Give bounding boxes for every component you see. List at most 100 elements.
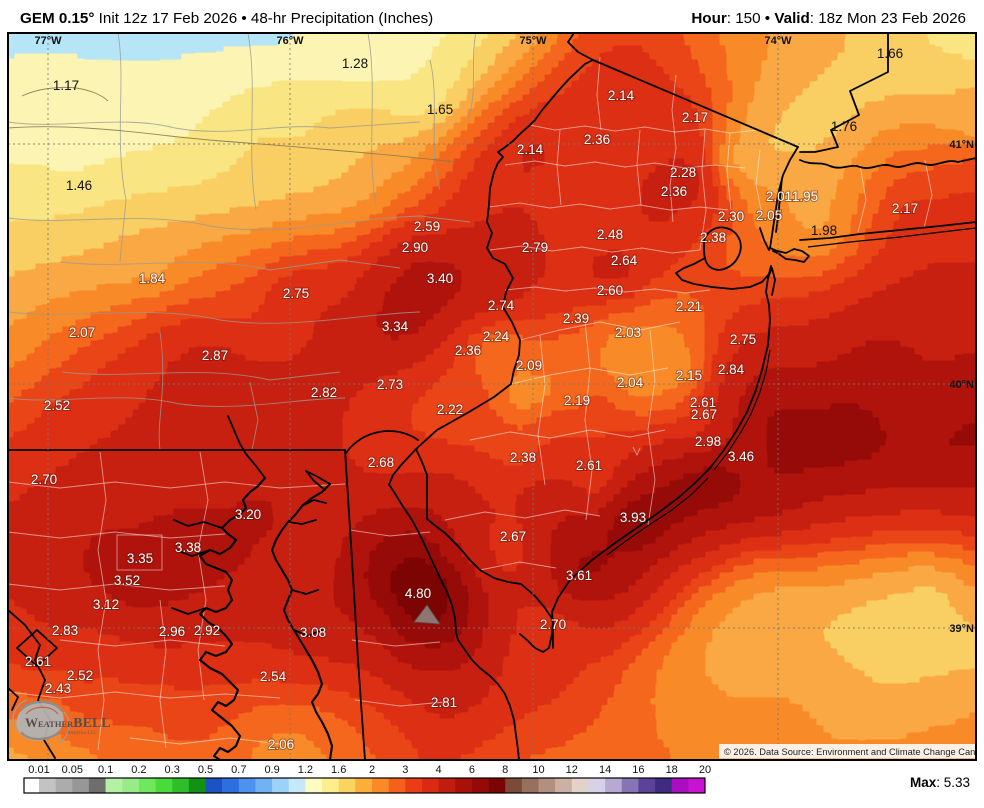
svg-text:2.01: 2.01 [766,189,792,204]
svg-text:2.68: 2.68 [368,455,394,470]
svg-text:2.09: 2.09 [516,358,542,373]
svg-text:3.52: 3.52 [114,573,140,588]
svg-text:2.24: 2.24 [483,329,510,344]
svg-text:© 2026. Data Source: Environme: © 2026. Data Source: Environment and Cli… [724,747,984,757]
svg-text:2.61: 2.61 [690,395,716,410]
svg-text:3: 3 [402,764,408,776]
svg-text:1.65: 1.65 [427,102,453,117]
svg-text:3.20: 3.20 [235,507,261,522]
svg-text:3.34: 3.34 [382,319,409,334]
svg-text:Analytics LLC: Analytics LLC [67,731,98,736]
svg-text:Hour: 150 • Valid: 18z Mon 23: Hour: 150 • Valid: 18z Mon 23 Feb 2026 [691,10,966,27]
svg-text:2.36: 2.36 [661,184,687,199]
svg-text:2.14: 2.14 [608,88,635,103]
svg-text:39°N: 39°N [949,623,974,635]
svg-text:1.2: 1.2 [298,764,313,776]
svg-text:2.07: 2.07 [69,325,95,340]
svg-text:6: 6 [469,764,475,776]
svg-text:2.61: 2.61 [576,458,602,473]
svg-text:2.83: 2.83 [52,623,78,638]
svg-text:0.9: 0.9 [264,764,279,776]
svg-text:2.96: 2.96 [159,624,185,639]
svg-text:WEATHERBELL: WEATHERBELL [25,715,111,731]
svg-text:2.61: 2.61 [25,654,51,669]
svg-text:3.40: 3.40 [427,271,453,286]
svg-text:2.79: 2.79 [522,240,548,255]
svg-text:2.59: 2.59 [414,219,440,234]
svg-text:2.22: 2.22 [437,402,463,417]
svg-text:2.82: 2.82 [311,385,337,400]
svg-text:GEM 0.15° Init 12z 17 Feb 2026: GEM 0.15° Init 12z 17 Feb 2026 • 48-hr P… [20,10,433,27]
svg-text:4: 4 [436,764,442,776]
svg-text:2.90: 2.90 [402,240,428,255]
svg-text:2.15: 2.15 [676,368,702,383]
svg-text:2.60: 2.60 [597,283,623,298]
svg-text:12: 12 [566,764,578,776]
svg-text:2.81: 2.81 [431,695,457,710]
svg-text:2.43: 2.43 [45,681,71,696]
svg-text:1.84: 1.84 [139,271,166,286]
svg-text:Max: 5.33: Max: 5.33 [910,775,970,790]
svg-text:2.64: 2.64 [611,253,638,268]
svg-text:2.38: 2.38 [700,230,726,245]
svg-text:2.39: 2.39 [563,311,589,326]
svg-text:3.46: 3.46 [728,449,754,464]
svg-text:2.70: 2.70 [540,617,566,632]
svg-text:4.80: 4.80 [405,586,431,601]
svg-text:3.12: 3.12 [93,597,119,612]
svg-text:2.21: 2.21 [676,299,702,314]
svg-text:2.05: 2.05 [756,208,782,223]
svg-text:3.08: 3.08 [300,625,326,640]
svg-text:2.52: 2.52 [44,398,70,413]
svg-text:20: 20 [699,764,711,776]
svg-text:1.46: 1.46 [66,178,92,193]
svg-text:2.74: 2.74 [488,298,515,313]
svg-text:2.48: 2.48 [597,227,623,242]
svg-text:2.17: 2.17 [682,110,708,125]
svg-text:1.6: 1.6 [331,764,346,776]
svg-text:3.38: 3.38 [175,540,201,555]
svg-text:0.5: 0.5 [198,764,213,776]
svg-text:16: 16 [632,764,644,776]
svg-text:0.2: 0.2 [131,764,146,776]
svg-text:2.98: 2.98 [695,434,721,449]
svg-text:8: 8 [502,764,508,776]
svg-text:0.7: 0.7 [231,764,246,776]
svg-text:10: 10 [532,764,544,776]
svg-text:2.73: 2.73 [377,377,403,392]
svg-text:14: 14 [599,764,611,776]
svg-text:40°N: 40°N [949,379,974,391]
svg-text:3.61: 3.61 [566,568,592,583]
svg-text:2.84: 2.84 [718,362,745,377]
svg-text:0.3: 0.3 [165,764,180,776]
svg-text:2.67: 2.67 [691,407,717,422]
svg-text:2.38: 2.38 [510,450,536,465]
svg-text:74°W: 74°W [764,35,792,47]
svg-text:2.03: 2.03 [615,325,641,340]
svg-text:2.75: 2.75 [283,286,309,301]
svg-text:1.76: 1.76 [831,119,857,134]
svg-text:77°W: 77°W [34,35,62,47]
svg-text:1.28: 1.28 [342,56,368,71]
svg-text:2: 2 [369,764,375,776]
svg-text:2.30: 2.30 [718,209,744,224]
svg-text:2.92: 2.92 [194,623,220,638]
svg-text:0.01: 0.01 [28,764,49,776]
svg-text:2.19: 2.19 [564,393,590,408]
svg-text:3.35: 3.35 [127,551,153,566]
svg-text:1.95: 1.95 [792,189,818,204]
svg-text:2.14: 2.14 [517,142,544,157]
svg-text:2.28: 2.28 [670,165,696,180]
svg-text:2.17: 2.17 [892,201,918,216]
svg-text:3.93: 3.93 [620,510,646,525]
svg-text:2.54: 2.54 [260,669,287,684]
svg-text:1.98: 1.98 [811,223,837,238]
svg-text:2.87: 2.87 [202,348,228,363]
svg-text:76°W: 76°W [276,35,304,47]
svg-text:41°N: 41°N [949,139,974,151]
svg-text:2.52: 2.52 [67,668,93,683]
svg-text:2.36: 2.36 [455,343,481,358]
svg-text:2.75: 2.75 [730,332,756,347]
svg-text:2.36: 2.36 [584,132,610,147]
svg-text:18: 18 [666,764,678,776]
